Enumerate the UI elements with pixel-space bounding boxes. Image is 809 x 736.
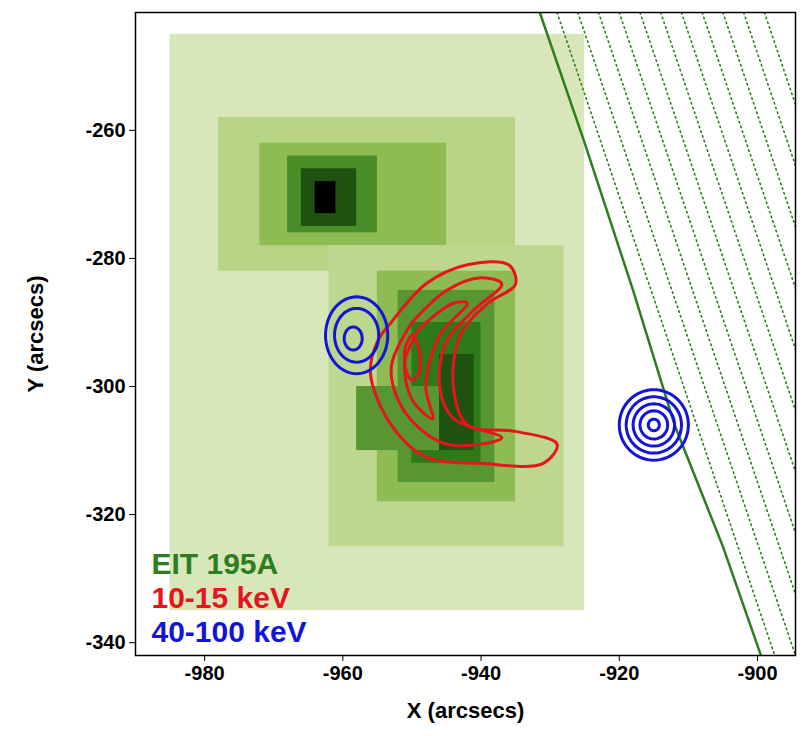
svg-text:-280: -280 (85, 247, 125, 269)
svg-text:-960: -960 (323, 662, 363, 684)
svg-text:Y (arcsecs): Y (arcsecs) (23, 275, 48, 392)
svg-text:-300: -300 (85, 375, 125, 397)
svg-text:-980: -980 (185, 662, 225, 684)
svg-text:-940: -940 (461, 662, 501, 684)
svg-text:-900: -900 (737, 662, 777, 684)
svg-text:-920: -920 (599, 662, 639, 684)
svg-text:-320: -320 (85, 503, 125, 525)
svg-text:X (arcsecs): X (arcsecs) (407, 698, 524, 723)
svg-text:-260: -260 (85, 119, 125, 141)
svg-text:-340: -340 (85, 631, 125, 653)
svg-text:10-15 keV: 10-15 keV (152, 581, 290, 614)
svg-text:40-100 keV: 40-100 keV (152, 615, 307, 648)
svg-text:EIT 195A: EIT 195A (152, 547, 279, 580)
